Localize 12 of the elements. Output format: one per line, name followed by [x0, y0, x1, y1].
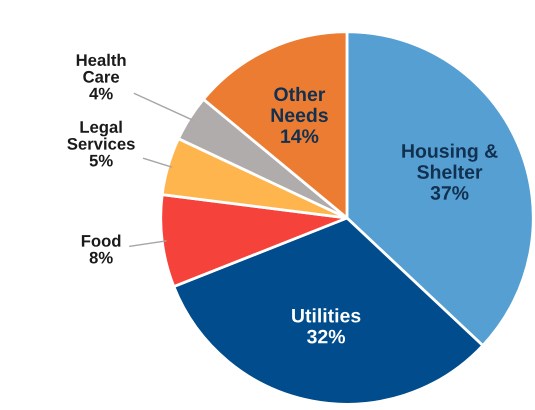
slice-label: Utilities [292, 308, 360, 323]
slice-label: Housing & Shelter [402, 144, 498, 179]
data-label: 5% [90, 154, 113, 166]
slice-label: Food [82, 234, 120, 247]
data-label: 14% [281, 129, 318, 143]
slice-label: Health Care [76, 54, 126, 83]
data-label: 32% [307, 330, 346, 344]
slice-label: Legal Services [67, 120, 135, 150]
data-label: 4% [89, 88, 113, 100]
data-label: 37% [430, 186, 469, 200]
data-label: 8% [90, 252, 113, 264]
slice-label: Other Needs [272, 86, 328, 122]
